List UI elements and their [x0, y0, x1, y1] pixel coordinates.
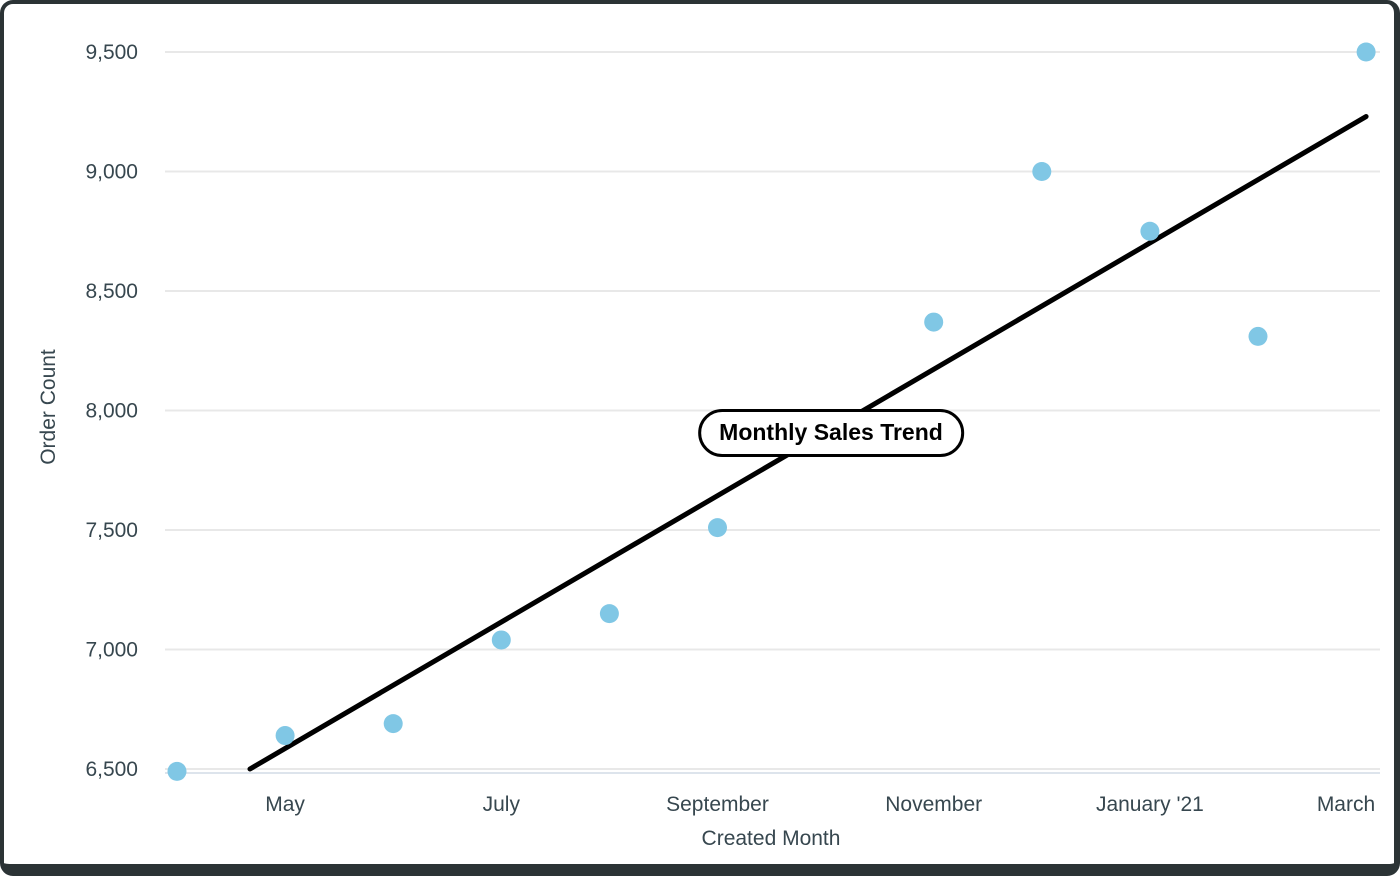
data-point[interactable]	[1032, 162, 1052, 181]
y-tick-label: 7,500	[85, 519, 138, 542]
y-tick-label: 6,500	[85, 758, 138, 781]
x-tick-label: September	[666, 793, 769, 816]
y-tick-label: 8,000	[85, 400, 138, 423]
x-axis-title: Created Month	[701, 827, 841, 850]
data-point[interactable]	[1140, 221, 1160, 241]
data-point[interactable]	[383, 714, 403, 734]
x-tick-label: July	[483, 793, 521, 816]
data-point[interactable]	[599, 604, 619, 624]
data-point[interactable]	[1248, 326, 1268, 346]
data-point[interactable]	[491, 630, 511, 650]
y-axis-title: Order Count	[37, 349, 60, 465]
y-tick-label: 8,500	[85, 280, 138, 303]
data-point[interactable]	[924, 312, 944, 332]
data-point[interactable]	[708, 518, 727, 538]
x-tick-label: January '21	[1096, 793, 1204, 816]
chart-title-pill: Monthly Sales Trend	[698, 409, 964, 457]
x-tick-label: November	[885, 793, 982, 816]
data-point[interactable]	[275, 726, 295, 746]
y-tick-label: 9,000	[85, 161, 138, 184]
y-tick-label: 9,500	[85, 41, 138, 64]
y-tick-label: 7,000	[85, 639, 138, 662]
data-point[interactable]	[1356, 42, 1376, 62]
x-tick-label: March	[1317, 793, 1375, 816]
x-tick-label: May	[265, 793, 305, 816]
data-point[interactable]	[167, 761, 187, 781]
